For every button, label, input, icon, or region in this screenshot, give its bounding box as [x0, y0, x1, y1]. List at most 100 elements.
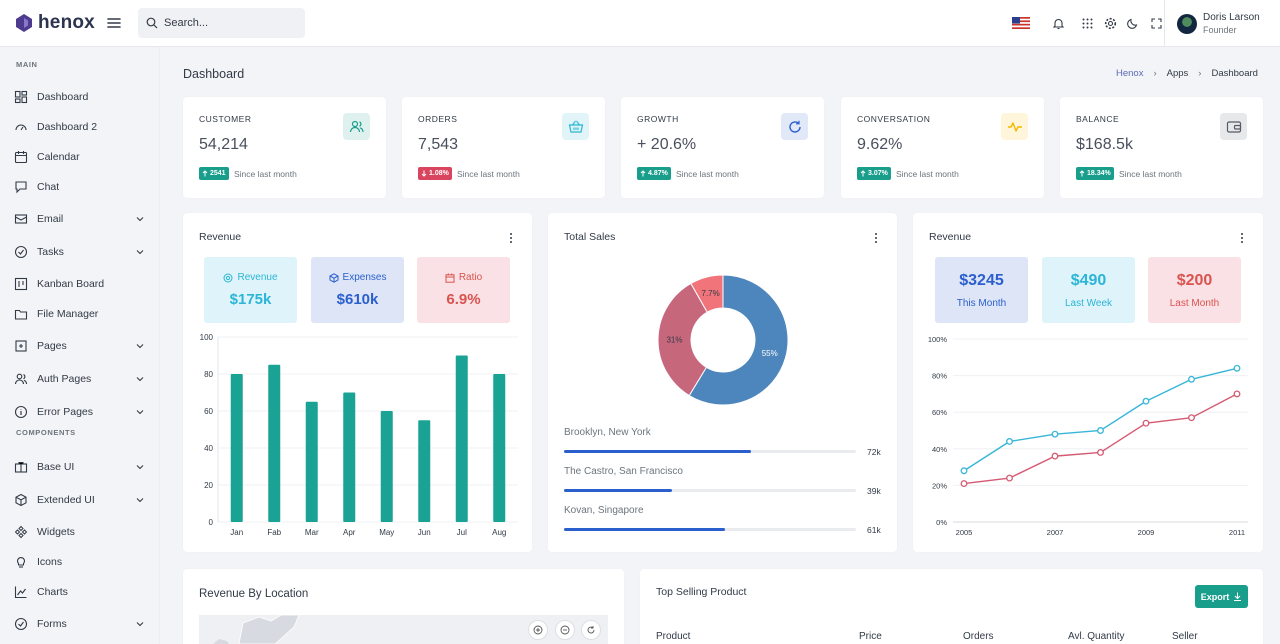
page-title: Dashboard — [183, 67, 245, 81]
summary-value: $175k — [229, 291, 272, 308]
revenue-bar-chart: 0 20 40 60 80 100 Jan Fab Mar Apr May Jun Jul Aug — [200, 333, 518, 537]
bar-apr[interactable] — [343, 392, 356, 523]
sidebar-item-pages[interactable]: Pages — [0, 335, 160, 357]
world-map[interactable] — [199, 615, 608, 644]
more-options-icon[interactable] — [507, 232, 515, 244]
dark-mode-moon-icon[interactable] — [1126, 13, 1140, 33]
user-menu[interactable]: Doris Larson Founder — [1164, 0, 1280, 47]
settings-gear-icon[interactable] — [1103, 13, 1117, 33]
series-line-2 — [963, 393, 1238, 485]
data-point[interactable] — [1006, 438, 1013, 445]
us-flag-icon[interactable] — [1012, 13, 1030, 33]
y-tick-label: 80% — [932, 372, 947, 381]
sidebar-item-forms[interactable]: Forms — [0, 613, 160, 635]
data-point[interactable] — [1051, 430, 1059, 438]
x-tick-label: Fab — [267, 528, 281, 537]
change-badge: 2541 — [199, 167, 229, 180]
sidebar-item-auth-pages[interactable]: Auth Pages — [0, 368, 160, 390]
bell-icon[interactable] — [1051, 13, 1065, 33]
data-point[interactable] — [1006, 474, 1013, 482]
data-point[interactable] — [1142, 419, 1150, 427]
data-point[interactable] — [1097, 449, 1104, 456]
topbar-actions — [1012, 13, 1163, 33]
sidebar-item-icons[interactable]: Icons — [0, 551, 160, 573]
total-sales-donut-chart: 55% 31% 7.7% — [657, 274, 789, 406]
brand-logo[interactable]: henox — [16, 12, 95, 34]
sidebar-item-file-manager[interactable]: File Manager — [0, 303, 160, 325]
data-point[interactable] — [1233, 364, 1241, 372]
y-tick-label: 100 — [200, 333, 214, 342]
reset-map-icon[interactable] — [581, 620, 601, 640]
x-tick-label: 2009 — [1138, 528, 1155, 537]
column-header-price[interactable]: Price — [859, 631, 882, 642]
data-point[interactable] — [1233, 390, 1241, 398]
sidebar-item-label: Auth Pages — [37, 373, 92, 385]
x-tick-label: 2005 — [956, 528, 973, 537]
breadcrumb-apps[interactable]: Apps — [1166, 68, 1189, 79]
bar-may[interactable] — [380, 411, 393, 522]
data-point[interactable] — [1188, 414, 1195, 422]
sidebar-item-error-pages[interactable]: Error Pages — [0, 401, 160, 423]
check-circle-icon — [14, 245, 28, 259]
data-point[interactable] — [1188, 375, 1195, 383]
x-tick-label: Apr — [343, 528, 356, 537]
column-header-orders[interactable]: Orders — [963, 631, 994, 642]
since-text: Since last month — [676, 169, 739, 179]
donut-slice[interactable] — [688, 274, 789, 406]
chevron-right-icon: › — [1198, 68, 1202, 79]
sidebar-item-chat[interactable]: Chat — [0, 176, 160, 198]
zoom-in-icon[interactable] — [528, 620, 548, 640]
location-value: 61k — [867, 525, 881, 535]
bar-aug[interactable] — [493, 374, 506, 522]
export-button[interactable]: Export — [1195, 585, 1248, 608]
sidebar-item-kanban-board[interactable]: Kanban Board — [0, 273, 160, 295]
apps-grid-icon[interactable] — [1080, 13, 1094, 33]
bar-fab[interactable] — [268, 364, 281, 522]
sidebar-item-label: Charts — [37, 586, 68, 598]
bar-jul[interactable] — [455, 355, 468, 523]
search-input[interactable] — [164, 17, 294, 29]
chevron-down-icon — [136, 410, 144, 415]
top-selling-product-card: Top Selling Product — [640, 569, 1263, 644]
column-header-seller[interactable]: Seller — [1172, 631, 1198, 642]
bar-mar[interactable] — [305, 401, 318, 522]
zoom-out-icon[interactable] — [555, 620, 575, 640]
data-point[interactable] — [1142, 397, 1150, 405]
change-value: 18.34% — [1087, 170, 1111, 177]
sidebar-item-base-ui[interactable]: Base UI — [0, 456, 160, 478]
fullscreen-icon[interactable] — [1149, 13, 1163, 33]
stat-value: 7,543 — [418, 136, 459, 153]
logo-icon — [16, 14, 32, 32]
chevron-down-icon — [136, 344, 144, 349]
menu-toggle-icon[interactable] — [106, 15, 122, 31]
donut-slice[interactable] — [657, 282, 708, 397]
data-point[interactable] — [1051, 452, 1059, 460]
sidebar-item-tasks[interactable]: Tasks — [0, 241, 160, 263]
sidebar-item-dashboard[interactable]: Dashboard — [0, 86, 160, 108]
sidebar-item-email[interactable]: Email — [0, 208, 160, 230]
bar-jun[interactable] — [418, 420, 431, 522]
sidebar-item-extended-ui[interactable]: Extended UI — [0, 489, 160, 511]
data-point[interactable] — [960, 480, 968, 488]
data-point[interactable] — [1097, 427, 1104, 434]
y-tick-label: 0% — [936, 518, 947, 527]
more-options-icon[interactable] — [1238, 232, 1246, 244]
column-header-product[interactable]: Product — [656, 631, 691, 642]
calendar-icon — [445, 273, 455, 283]
summary-value: 6.9% — [446, 291, 481, 308]
sidebar-item-dashboard-2[interactable]: Dashboard 2 — [0, 116, 160, 138]
chart-icon — [14, 585, 28, 599]
bar-jan[interactable] — [230, 374, 243, 522]
location-progress-fill — [564, 528, 725, 531]
chat-icon — [14, 180, 28, 194]
column-header-avl-quantity[interactable]: Avl. Quantity — [1068, 631, 1125, 642]
sidebar-item-label: Widgets — [37, 526, 75, 538]
more-options-icon[interactable] — [872, 232, 880, 244]
sidebar-item-widgets[interactable]: Widgets — [0, 521, 160, 543]
sidebar-item-charts[interactable]: Charts — [0, 581, 160, 603]
summary-value: $200 — [1176, 271, 1213, 289]
breadcrumb-henox[interactable]: Henox — [1116, 68, 1144, 79]
donut-slice[interactable] — [690, 274, 724, 313]
sidebar-item-calendar[interactable]: Calendar — [0, 146, 160, 168]
data-point[interactable] — [960, 467, 968, 475]
